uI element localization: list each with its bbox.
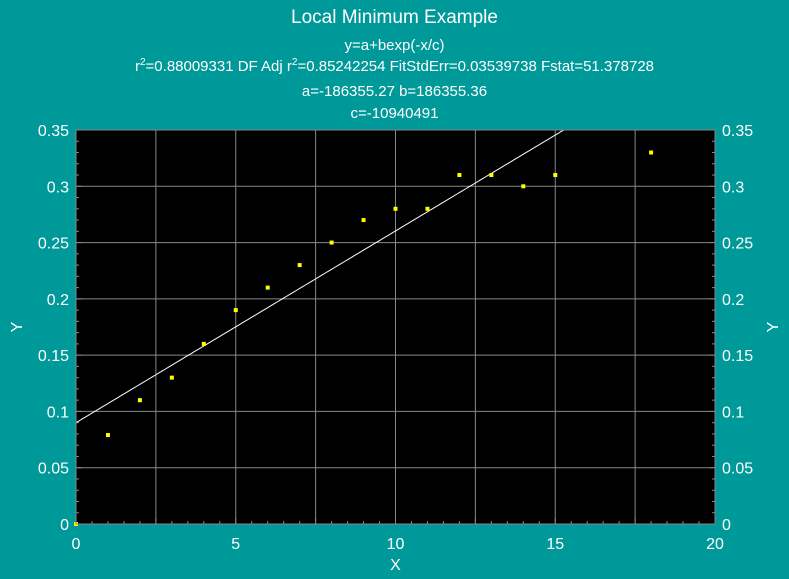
fit-statistics: r2=0.88009331 DF Adj r2=0.85242254 FitSt…: [0, 57, 789, 76]
y-tick-label: 0.1: [47, 404, 69, 421]
adj-r2-superscript: 2: [291, 57, 298, 68]
data-point: [265, 285, 270, 290]
y-right-tick-label: 0.2: [722, 292, 744, 309]
y-tick-label: 0.25: [38, 236, 69, 253]
data-point: [329, 240, 334, 245]
r2-value-text: =0.88009331 DF Adj r: [145, 58, 292, 75]
data-point: [137, 398, 142, 403]
y-right-tick-label: 0.15: [722, 348, 753, 365]
y-tick-label: 0: [60, 517, 69, 534]
data-point: [105, 433, 110, 438]
fit-param-c: c=-10940491: [350, 105, 439, 122]
fit-stats-text: =0.85242254 FitStdErr=0.03539738 Fstat=5…: [297, 58, 654, 75]
y-tick-label: 0.35: [38, 123, 69, 140]
x-tick-label: 15: [546, 536, 564, 553]
data-point: [425, 206, 430, 211]
y-right-tick-label: 0: [722, 517, 731, 534]
r2-label: r: [134, 58, 140, 75]
x-tick-label: 20: [706, 536, 724, 553]
y-right-tick-label: 0.3: [722, 179, 744, 196]
y-right-tick-label: 0.35: [722, 123, 753, 140]
y-right-axis-label: Y: [765, 321, 782, 332]
data-point: [169, 375, 174, 380]
data-point: [521, 184, 526, 189]
y-right-tick-label: 0.25: [722, 236, 753, 253]
fit-curve: [76, 130, 565, 424]
data-point: [233, 308, 238, 313]
x-axis-label: X: [390, 557, 401, 574]
fit-params-ab: a=-186355.27 b=186355.36: [301, 83, 488, 100]
fit-equation: y=a+bexp(-x/c): [344, 37, 445, 54]
y-axis-label: Y: [9, 321, 26, 332]
r2-superscript: 2: [139, 57, 146, 68]
data-point: [649, 150, 654, 155]
plot-border: [75, 129, 716, 525]
data-point: [393, 206, 398, 211]
y-tick-label: 0.15: [38, 348, 69, 365]
data-point: [297, 263, 302, 268]
y-right-tick-label: 0.1: [722, 404, 744, 421]
x-tick-label: 5: [231, 536, 240, 553]
y-tick-label: 0.2: [47, 292, 69, 309]
x-tick-label: 10: [387, 536, 405, 553]
x-tick-label: 0: [72, 536, 81, 553]
data-point: [361, 218, 366, 223]
data-point: [489, 173, 494, 178]
chart-title: Local Minimum Example: [291, 7, 498, 28]
data-point: [201, 341, 206, 346]
y-right-tick-label: 0.05: [722, 461, 753, 478]
data-point: [457, 173, 462, 178]
data-point: [553, 173, 558, 178]
y-tick-label: 0.3: [47, 179, 69, 196]
y-tick-label: 0.05: [38, 461, 69, 478]
